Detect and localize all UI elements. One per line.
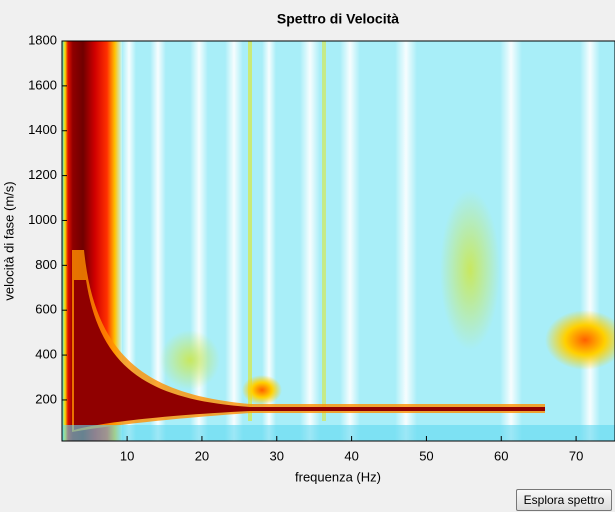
x-tick-label: 50 bbox=[419, 448, 433, 463]
y-tick-label: 1800 bbox=[28, 32, 57, 47]
x-axis-label: frequenza (Hz) bbox=[295, 469, 381, 484]
x-tick-label: 40 bbox=[344, 448, 358, 463]
plot-frame bbox=[61, 40, 615, 442]
explore-button[interactable]: Esplora spettro bbox=[516, 489, 612, 511]
x-tick-label: 70 bbox=[569, 448, 583, 463]
x-tick-label: 30 bbox=[270, 448, 284, 463]
y-tick-label: 1400 bbox=[28, 122, 57, 137]
spectrum-image bbox=[62, 41, 615, 441]
x-tick-label: 10 bbox=[120, 448, 134, 463]
y-tick-label: 200 bbox=[35, 391, 57, 406]
y-tick-label: 1200 bbox=[28, 167, 57, 182]
y-tick-label: 1600 bbox=[28, 77, 57, 92]
y-tick-label: 600 bbox=[35, 302, 57, 317]
x-tick-label: 60 bbox=[494, 448, 508, 463]
y-tick-label: 400 bbox=[35, 347, 57, 362]
y-axis-label: velocità di fase (m/s) bbox=[1, 181, 16, 300]
y-tick-label: 800 bbox=[35, 257, 57, 272]
chart-title: Spettro di Velocità bbox=[277, 11, 399, 27]
y-tick-label: 1000 bbox=[28, 212, 57, 227]
x-tick-label: 20 bbox=[195, 448, 209, 463]
